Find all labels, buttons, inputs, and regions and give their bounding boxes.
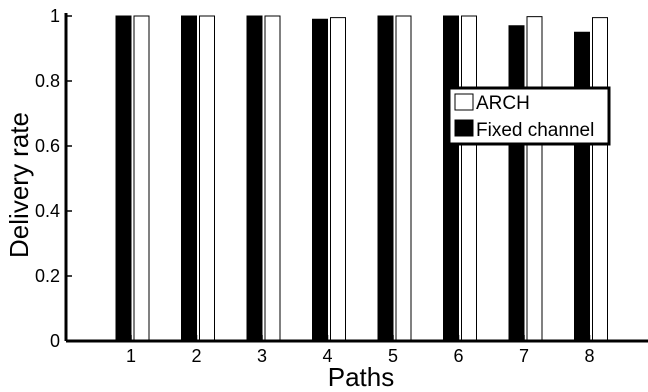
bar-fixed-channel-path-7 [508, 25, 525, 342]
bar-arch-path-7 [526, 16, 543, 342]
x-ticks-layer: 1 2 3 4 5 6 7 8 [126, 335, 595, 366]
bar-fixed-channel-path-3 [246, 15, 263, 342]
y-tick-label-0.6: 0.6 [35, 136, 60, 156]
bars-layer [115, 15, 608, 342]
x-tick-label-8: 8 [584, 346, 594, 366]
y-tick-label-0: 0 [50, 331, 60, 351]
bar-arch-path-1 [133, 15, 150, 342]
legend-box [447, 86, 611, 146]
x-tick-label-6: 6 [453, 346, 463, 366]
legend-label-fixed-channel: Fixed channel [476, 120, 594, 141]
x-tick-label-5: 5 [388, 346, 398, 366]
bar-arch-path-8 [592, 17, 608, 342]
y-tick-label-0.2: 0.2 [35, 266, 60, 286]
legend-swatch-arch [454, 93, 474, 111]
bar-arch-path-4 [330, 17, 346, 342]
bar-arch-path-6 [461, 15, 477, 342]
legend-swatch-fixed-channel [454, 119, 474, 137]
y-tick-label-1: 1 [50, 6, 60, 26]
legend-label-arch: ARCH [476, 93, 530, 114]
x-tick-label-4: 4 [322, 346, 332, 366]
legend: ARCH Fixed channel [447, 86, 611, 146]
bar-fixed-channel-path-5 [377, 15, 394, 342]
bar-arch-path-5 [395, 15, 412, 342]
bar-arch-path-3 [264, 15, 281, 342]
x-axis-title: Paths [328, 362, 395, 392]
y-tick-label-0.8: 0.8 [35, 71, 60, 91]
bar-fixed-channel-path-6 [443, 15, 459, 342]
bar-arch-path-2 [199, 15, 215, 342]
bar-fixed-channel-path-8 [574, 31, 590, 342]
bar-fixed-channel-path-4 [312, 18, 328, 342]
y-tick-label-0.4: 0.4 [35, 201, 60, 221]
x-tick-label-2: 2 [191, 346, 201, 366]
x-tick-label-1: 1 [126, 346, 136, 366]
bar-fixed-channel-path-2 [181, 15, 197, 342]
bar-fixed-channel-path-1 [115, 15, 132, 342]
x-tick-label-7: 7 [519, 346, 529, 366]
x-tick-label-3: 3 [257, 346, 267, 366]
y-ticks-layer: 0 0.2 0.4 0.6 0.8 1 [35, 6, 72, 351]
y-axis-title: Delivery rate [4, 112, 34, 258]
